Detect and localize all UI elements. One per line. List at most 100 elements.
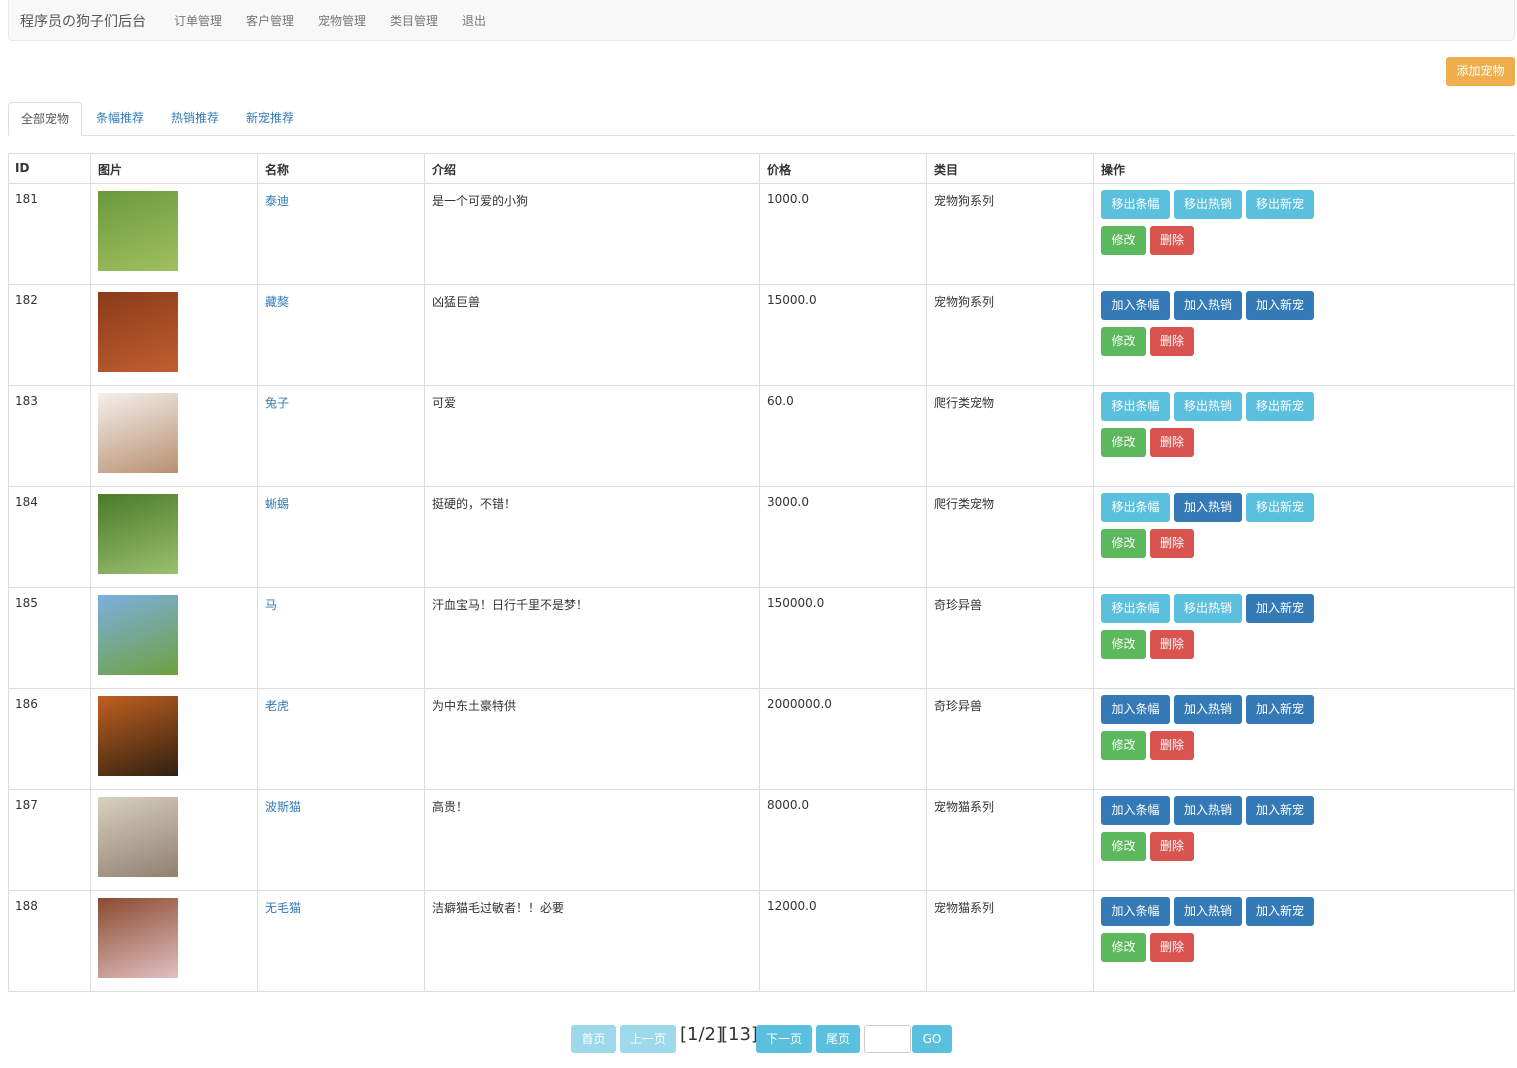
page-input[interactable] bbox=[864, 1025, 911, 1053]
price-cell: 60.0 bbox=[760, 386, 927, 487]
action-button[interactable]: 加入条幅 bbox=[1101, 695, 1170, 724]
actions-cell bbox=[1094, 285, 1515, 386]
id-cell: 184 bbox=[8, 487, 91, 588]
action-button[interactable]: 移出热销 bbox=[1174, 190, 1242, 219]
intro-cell: 高贵！ bbox=[425, 790, 760, 891]
action-button[interactable]: 加入新宠 bbox=[1246, 594, 1314, 623]
name-cell: 老虎 bbox=[258, 689, 425, 790]
actions-cell bbox=[1094, 689, 1515, 790]
tab[interactable]: 新宠推荐 bbox=[245, 111, 294, 125]
page-button[interactable]: 首页 bbox=[571, 1025, 616, 1053]
actions-cell bbox=[1094, 184, 1515, 285]
action-button[interactable]: 删除 bbox=[1150, 731, 1194, 760]
page-status: [1/2] bbox=[680, 1024, 724, 1045]
name-cell: 藏獒 bbox=[258, 285, 425, 386]
price-cell: 1000.0 bbox=[760, 184, 927, 285]
action-button[interactable]: 移出条幅 bbox=[1101, 392, 1170, 421]
actions-cell bbox=[1094, 386, 1515, 487]
category-cell: 爬行类宠物 bbox=[927, 386, 1094, 487]
intro-cell: 为中东土豪特供 bbox=[425, 689, 760, 790]
image-cell bbox=[91, 891, 258, 992]
action-button[interactable]: 删除 bbox=[1150, 327, 1194, 356]
action-button[interactable]: 删除 bbox=[1150, 933, 1194, 962]
name-cell: 波斯猫 bbox=[258, 790, 425, 891]
action-button[interactable]: 删除 bbox=[1150, 832, 1194, 861]
action-button[interactable]: 修改 bbox=[1101, 226, 1146, 255]
image-cell bbox=[91, 386, 258, 487]
action-button[interactable]: 修改 bbox=[1101, 731, 1146, 760]
header-cell: 操作 bbox=[1094, 153, 1515, 184]
intro-cell: 可爱 bbox=[425, 386, 760, 487]
header-cell: 介绍 bbox=[425, 153, 760, 184]
add-button[interactable]: 添加宠物 bbox=[1446, 57, 1515, 86]
action-button[interactable]: 加入热销 bbox=[1174, 897, 1242, 926]
pet-image bbox=[98, 191, 178, 271]
action-button[interactable]: 修改 bbox=[1101, 327, 1146, 356]
tab[interactable]: 热销推荐 bbox=[170, 111, 219, 125]
name-cell: 蜥蜴 bbox=[258, 487, 425, 588]
action-button[interactable]: 加入热销 bbox=[1174, 291, 1242, 320]
header-cell: 类目 bbox=[927, 153, 1094, 184]
action-button[interactable]: 加入新宠 bbox=[1246, 291, 1314, 320]
table-border bbox=[8, 153, 1515, 992]
action-button[interactable]: 移出新宠 bbox=[1246, 392, 1314, 421]
category-cell: 宠物狗系列 bbox=[927, 184, 1094, 285]
nav-link[interactable]: 宠物管理 bbox=[318, 14, 367, 28]
price-cell: 3000.0 bbox=[760, 487, 927, 588]
category-cell: 奇珍异兽 bbox=[927, 588, 1094, 689]
action-button[interactable]: 移出条幅 bbox=[1101, 190, 1170, 219]
id-cell: 188 bbox=[8, 891, 91, 992]
action-button[interactable]: 加入条幅 bbox=[1101, 897, 1170, 926]
action-button[interactable]: 删除 bbox=[1150, 428, 1194, 457]
action-button[interactable]: 移出条幅 bbox=[1101, 594, 1170, 623]
action-button[interactable]: 加入热销 bbox=[1174, 796, 1242, 825]
pet-image bbox=[98, 797, 178, 877]
action-button[interactable]: 修改 bbox=[1101, 529, 1146, 558]
id-cell: 185 bbox=[8, 588, 91, 689]
action-button[interactable]: 加入新宠 bbox=[1246, 796, 1314, 825]
id-cell: 182 bbox=[8, 285, 91, 386]
nav-link[interactable]: 类目管理 bbox=[390, 14, 439, 28]
action-button[interactable]: 加入条幅 bbox=[1101, 796, 1170, 825]
action-button[interactable]: 移出新宠 bbox=[1246, 190, 1314, 219]
nav-link[interactable]: 退出 bbox=[462, 14, 487, 28]
name-cell: 马 bbox=[258, 588, 425, 689]
price-cell: 12000.0 bbox=[760, 891, 927, 992]
action-button[interactable]: 移出热销 bbox=[1174, 594, 1242, 623]
action-button[interactable]: 修改 bbox=[1101, 832, 1146, 861]
action-button[interactable]: 加入新宠 bbox=[1246, 695, 1314, 724]
action-button[interactable]: 移出条幅 bbox=[1101, 493, 1170, 522]
action-button[interactable]: 删除 bbox=[1150, 226, 1194, 255]
page-button[interactable]: 下一页 bbox=[756, 1025, 812, 1053]
nav-link[interactable]: 订单管理 bbox=[174, 14, 223, 28]
action-button[interactable]: 移出新宠 bbox=[1246, 493, 1314, 522]
pet-image bbox=[98, 696, 178, 776]
action-button[interactable]: 删除 bbox=[1150, 529, 1194, 558]
price-cell: 8000.0 bbox=[760, 790, 927, 891]
action-button[interactable]: 修改 bbox=[1101, 933, 1146, 962]
action-button[interactable]: 修改 bbox=[1101, 428, 1146, 457]
pet-image bbox=[98, 292, 178, 372]
pet-image bbox=[98, 494, 178, 574]
action-button[interactable]: 加入热销 bbox=[1174, 695, 1242, 724]
image-cell bbox=[91, 184, 258, 285]
action-button[interactable]: 加入条幅 bbox=[1101, 291, 1170, 320]
brand[interactable]: 程序员の狗子们后台 bbox=[20, 14, 146, 30]
id-cell: 187 bbox=[8, 790, 91, 891]
action-button[interactable]: 修改 bbox=[1101, 630, 1146, 659]
id-cell: 186 bbox=[8, 689, 91, 790]
header-cell: 名称 bbox=[258, 153, 425, 184]
go-button[interactable]: GO bbox=[912, 1025, 952, 1053]
page-button[interactable]: 尾页 bbox=[816, 1025, 860, 1053]
tab[interactable]: 全部宠物 bbox=[8, 102, 82, 136]
action-button[interactable]: 移出热销 bbox=[1174, 392, 1242, 421]
action-button[interactable]: 加入新宠 bbox=[1246, 897, 1314, 926]
action-button[interactable]: 删除 bbox=[1150, 630, 1194, 659]
price-cell: 150000.0 bbox=[760, 588, 927, 689]
nav-link[interactable]: 客户管理 bbox=[246, 14, 295, 28]
header-cell: 价格 bbox=[760, 153, 927, 184]
page-button[interactable]: 上一页 bbox=[620, 1025, 676, 1053]
action-button[interactable]: 加入热销 bbox=[1174, 493, 1242, 522]
tab[interactable]: 条幅推荐 bbox=[95, 111, 144, 125]
